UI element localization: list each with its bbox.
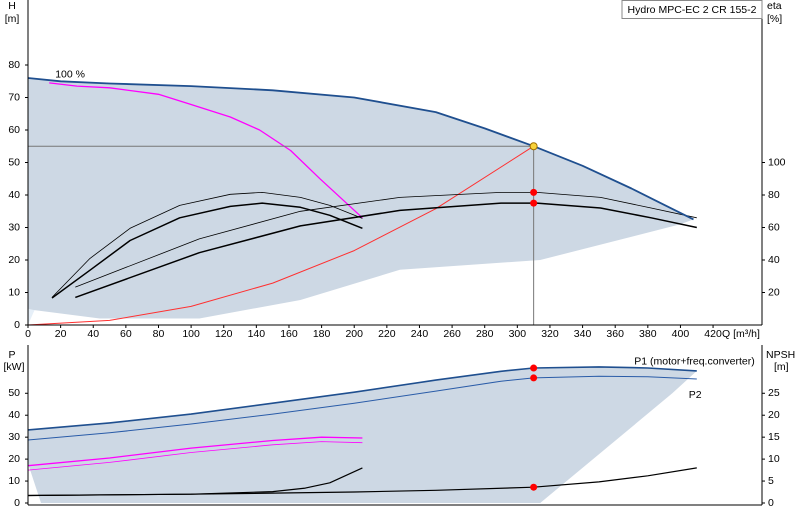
y-tick-label: 10 bbox=[8, 475, 20, 487]
x-tick-label: 40 bbox=[87, 328, 99, 340]
operating-point bbox=[530, 374, 538, 382]
curve bbox=[27, 145, 534, 326]
x-tick-label: 200 bbox=[345, 328, 363, 340]
x-tick-label: 420 bbox=[704, 328, 722, 340]
y-axis-unit: [kW] bbox=[4, 361, 25, 373]
chart-title: Hydro MPC-EC 2 CR 155-2 bbox=[628, 4, 757, 16]
y-axis-unit: [m] bbox=[5, 13, 20, 25]
plot-marks bbox=[27, 77, 697, 503]
operating-point bbox=[529, 142, 538, 151]
area bbox=[28, 78, 694, 319]
curve bbox=[51, 202, 363, 299]
curve bbox=[75, 202, 697, 299]
y2-tick-label: 60 bbox=[768, 221, 780, 233]
curve bbox=[27, 467, 697, 497]
y2-tick-label: 20 bbox=[768, 286, 780, 298]
curve bbox=[51, 192, 363, 298]
curve-label: 100 % bbox=[55, 69, 85, 81]
x-tick-label: 220 bbox=[378, 328, 396, 340]
curve bbox=[27, 441, 363, 471]
y-tick-label: 10 bbox=[8, 286, 20, 298]
y2-axis-unit: [m] bbox=[774, 361, 789, 373]
y-tick-label: 0 bbox=[14, 497, 20, 509]
y2-tick-label: 80 bbox=[768, 189, 780, 201]
x-tick-label: 340 bbox=[574, 328, 592, 340]
x-axis-label: Q [m³/h] bbox=[722, 328, 760, 340]
x-tick-label: 400 bbox=[672, 328, 690, 340]
y-tick-label: 30 bbox=[8, 431, 20, 443]
y-tick-label: 40 bbox=[8, 409, 20, 421]
operating-point bbox=[530, 483, 538, 491]
x-tick-label: 20 bbox=[55, 328, 67, 340]
y-tick-label: 40 bbox=[8, 189, 20, 201]
operating-point bbox=[530, 188, 538, 196]
y2-tick-label: 40 bbox=[768, 254, 780, 266]
x-tick-label: 180 bbox=[313, 328, 331, 340]
x-tick-label: 320 bbox=[541, 328, 559, 340]
x-tick-label: 280 bbox=[476, 328, 494, 340]
area bbox=[28, 366, 697, 503]
y-tick-label: 70 bbox=[8, 91, 20, 103]
curve-label: P1 (motor+freq.converter) bbox=[634, 356, 755, 368]
title-box bbox=[621, 0, 763, 19]
operating-point bbox=[530, 364, 538, 372]
y2-tick-label: 100 bbox=[768, 156, 786, 168]
x-tick-label: 60 bbox=[120, 328, 132, 340]
y-tick-label: 50 bbox=[8, 387, 20, 399]
y2-tick-label: 25 bbox=[768, 387, 780, 399]
curve bbox=[27, 436, 363, 467]
y-tick-label: 60 bbox=[8, 124, 20, 136]
y-tick-label: 30 bbox=[8, 221, 20, 233]
y-tick-label: 0 bbox=[14, 319, 20, 331]
x-tick-label: 360 bbox=[606, 328, 624, 340]
x-tick-label: 300 bbox=[509, 328, 527, 340]
y2-tick-label: 15 bbox=[768, 431, 780, 443]
x-tick-label: 160 bbox=[280, 328, 298, 340]
operating-point bbox=[530, 199, 538, 207]
x-tick-label: 260 bbox=[443, 328, 461, 340]
y-axis-label: P bbox=[8, 349, 15, 361]
y2-axis-label: eta bbox=[767, 0, 782, 12]
curve bbox=[27, 366, 697, 431]
y2-tick-label: 10 bbox=[768, 453, 780, 465]
y-tick-label: 20 bbox=[8, 453, 20, 465]
x-tick-label: 120 bbox=[215, 328, 233, 340]
curve bbox=[75, 192, 697, 288]
y2-tick-label: 20 bbox=[768, 409, 780, 421]
y2-tick-label: 5 bbox=[768, 475, 774, 487]
y-tick-label: 50 bbox=[8, 156, 20, 168]
x-tick-label: 0 bbox=[25, 328, 31, 340]
x-tick-label: 80 bbox=[153, 328, 165, 340]
curve-label: P2 bbox=[689, 389, 702, 401]
y-axis-label: H bbox=[8, 0, 16, 12]
y-tick-label: 80 bbox=[8, 59, 20, 71]
y2-tick-label: 0 bbox=[768, 497, 774, 509]
x-tick-label: 380 bbox=[639, 328, 657, 340]
y2-axis-unit: [%] bbox=[767, 13, 782, 25]
curve bbox=[27, 375, 697, 441]
x-tick-label: 240 bbox=[411, 328, 429, 340]
curve bbox=[49, 82, 363, 219]
curve bbox=[27, 77, 694, 221]
y2-axis-label: NPSH bbox=[766, 349, 795, 361]
y-tick-label: 20 bbox=[8, 254, 20, 266]
x-tick-label: 100 bbox=[182, 328, 200, 340]
x-tick-label: 140 bbox=[248, 328, 266, 340]
